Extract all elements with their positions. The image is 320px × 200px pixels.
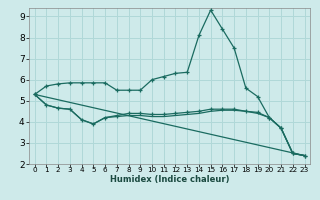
- X-axis label: Humidex (Indice chaleur): Humidex (Indice chaleur): [110, 175, 229, 184]
